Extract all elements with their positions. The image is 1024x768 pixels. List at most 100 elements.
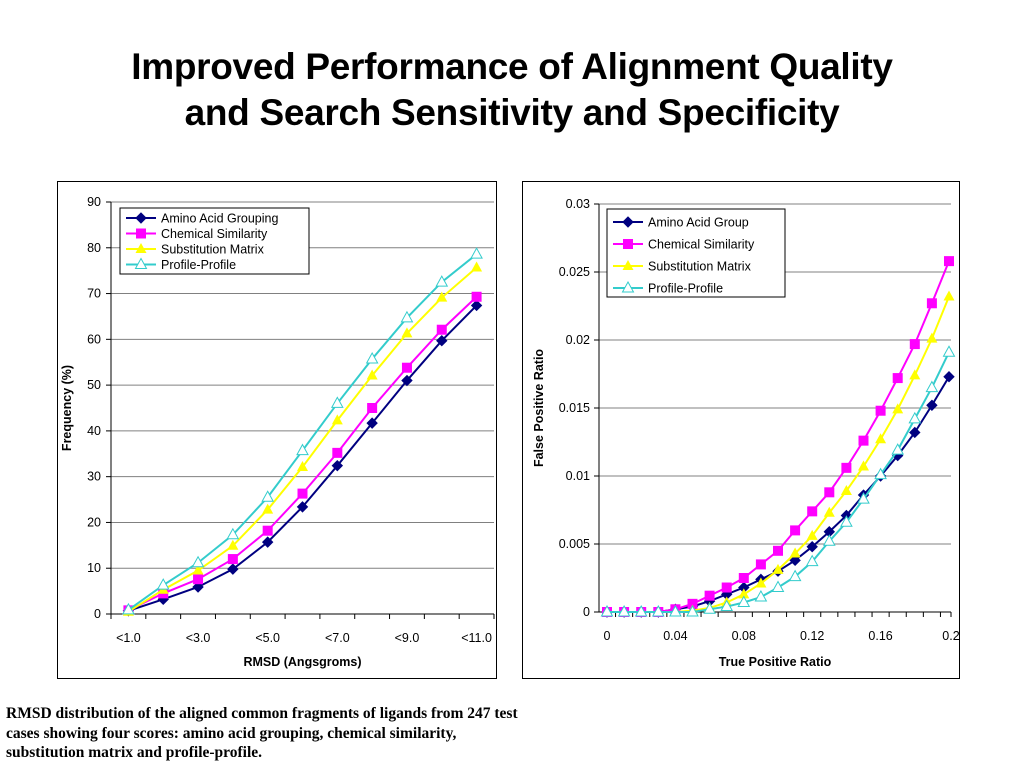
legend: Amino Acid Group Chemical Similarity Subst… — [606, 208, 786, 298]
legend-marker-profile — [134, 257, 148, 269]
data-point-profile — [435, 275, 449, 287]
data-point-amino — [806, 541, 818, 553]
series-amino — [601, 371, 955, 618]
data-point-profile — [822, 534, 836, 546]
data-point-amino — [331, 459, 344, 472]
series-profile — [600, 345, 956, 617]
rmsd-frequency-chart: 0 10 20 30 40 50 60 70 80 90 <1.0 <3.0 <5.0 <7.0 <9.0 <… — [57, 181, 497, 679]
legend-item-chemical: Chemical Similarity — [126, 227, 268, 241]
series-amino — [122, 299, 483, 617]
y-tick-label: 0 — [94, 607, 101, 621]
data-point-chemical — [858, 435, 869, 446]
data-point-chemical — [332, 447, 343, 458]
data-point-substitution — [436, 291, 448, 302]
data-point-profile — [840, 515, 853, 527]
series-chemical — [602, 256, 954, 617]
series-profile — [122, 247, 483, 615]
data-point-chemical — [773, 545, 783, 556]
data-point-chemical — [738, 573, 749, 583]
data-point-profile — [754, 590, 768, 602]
legend-item-substitution: Substitution Matrix — [613, 260, 752, 274]
rmsd-frequency-chart-svg: 0 10 20 30 40 50 60 70 80 90 <1.0 <3.0 <5.0 <7.0 <9.0 <… — [60, 195, 495, 669]
data-point-profile — [600, 604, 614, 617]
legend-marker-chemical — [136, 228, 146, 239]
data-point-chemical — [892, 373, 903, 384]
slide-title-line-1: Improved Performance of Alignment Qualit… — [131, 46, 893, 87]
legend-item-amino: Amino Acid Group — [613, 216, 749, 230]
data-point-substitution — [806, 529, 818, 540]
roc-chart-svg: 0 0.005 0.01 0.015 0.02 0.025 0.03 0 0.04 0.08 0.1… — [532, 197, 960, 669]
legend-marker-amino — [622, 216, 634, 228]
data-point-substitution — [755, 577, 767, 588]
data-point-amino — [261, 536, 274, 548]
data-point-substitution — [227, 539, 239, 550]
data-point-substitution — [840, 484, 852, 495]
data-point-profile — [470, 247, 483, 259]
series-substitution — [122, 261, 483, 616]
y-axis-title: Frequency (%) — [60, 365, 74, 451]
data-point-substitution — [331, 414, 343, 425]
data-point-profile — [651, 604, 665, 617]
data-point-chemical — [704, 590, 715, 601]
data-point-profile — [634, 604, 648, 617]
legend-item-profile: Profile-Profile — [126, 257, 236, 272]
y-tick-label: 50 — [87, 378, 101, 392]
data-point-chemical — [755, 559, 766, 570]
x-tick-label: 0.12 — [800, 629, 824, 643]
legend-label: Profile-Profile — [161, 258, 236, 272]
legend-item-substitution: Substitution Matrix — [126, 243, 265, 257]
data-point-profile — [771, 580, 785, 593]
data-point-amino — [227, 563, 239, 575]
data-point-substitution — [909, 369, 921, 380]
y-tick-label: 40 — [87, 424, 101, 438]
y-tick-label: 70 — [87, 287, 101, 301]
data-point-substitution — [401, 327, 413, 338]
data-point-chemical — [297, 488, 308, 499]
x-axis-title: True Positive Ratio — [719, 655, 832, 669]
x-tick-label: <5.0 — [255, 631, 280, 645]
data-point-profile — [942, 345, 956, 357]
legend-label: Chemical Similarity — [648, 238, 755, 252]
x-tick-label: 0.08 — [732, 629, 756, 643]
legend-label: Amino Acid Grouping — [161, 212, 278, 226]
data-point-profile — [261, 490, 275, 502]
data-point-profile — [686, 604, 699, 617]
data-point-substitution — [772, 563, 784, 574]
y-tick-label: 80 — [87, 241, 101, 255]
data-point-substitution — [738, 588, 750, 599]
y-tick-label: 90 — [87, 195, 101, 209]
legend-label: Profile-Profile — [648, 282, 723, 296]
series-line-chemical — [607, 260, 950, 613]
data-point-chemical — [227, 554, 238, 565]
legend-marker-amino — [135, 212, 147, 224]
data-point-chemical — [436, 324, 447, 335]
data-point-substitution — [366, 369, 378, 380]
legend-item-profile: Profile-Profile — [613, 280, 723, 296]
y-tick-label: 10 — [87, 561, 101, 575]
y-tick-label: 20 — [87, 515, 101, 529]
legend-label: Amino Acid Group — [648, 216, 749, 230]
data-point-substitution — [471, 261, 483, 272]
data-point-chemical — [193, 574, 204, 585]
data-point-substitution — [297, 461, 308, 472]
data-point-profile — [365, 351, 379, 364]
data-point-profile — [857, 492, 870, 504]
data-point-chemical — [401, 362, 412, 373]
data-point-substitution — [262, 503, 274, 514]
legend-label: Chemical Similarity — [161, 227, 268, 241]
data-point-chemical — [944, 256, 954, 267]
data-point-profile — [891, 443, 905, 455]
data-point-substitution — [192, 564, 204, 575]
data-point-profile — [669, 604, 682, 617]
legend-item-amino: Amino Acid Grouping — [126, 212, 278, 226]
data-point-chemical — [909, 339, 920, 350]
data-point-profile — [330, 396, 344, 408]
data-point-amino — [401, 374, 413, 387]
data-point-chemical — [841, 462, 852, 473]
data-point-chemical — [471, 291, 482, 302]
data-point-chemical — [807, 506, 818, 517]
data-point-substitution — [926, 332, 938, 343]
x-tick-label: 0.04 — [663, 629, 687, 643]
series-line-substitution — [127, 266, 478, 613]
data-point-chemical — [875, 405, 886, 416]
